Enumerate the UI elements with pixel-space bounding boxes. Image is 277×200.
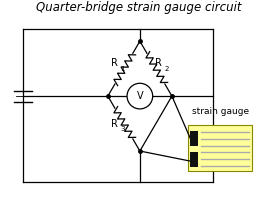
- Text: R: R: [111, 58, 118, 68]
- Text: 3: 3: [121, 126, 125, 132]
- Text: R: R: [155, 58, 161, 68]
- Title: Quarter-bridge strain gauge circuit: Quarter-bridge strain gauge circuit: [36, 1, 241, 14]
- Circle shape: [127, 83, 153, 109]
- Bar: [190, 152, 198, 167]
- Text: R: R: [111, 119, 118, 129]
- Bar: [188, 125, 252, 171]
- Bar: [190, 131, 198, 146]
- Text: strain gauge: strain gauge: [192, 107, 249, 116]
- Text: 1: 1: [121, 66, 125, 72]
- Text: 2: 2: [165, 66, 169, 72]
- Text: V: V: [137, 91, 143, 101]
